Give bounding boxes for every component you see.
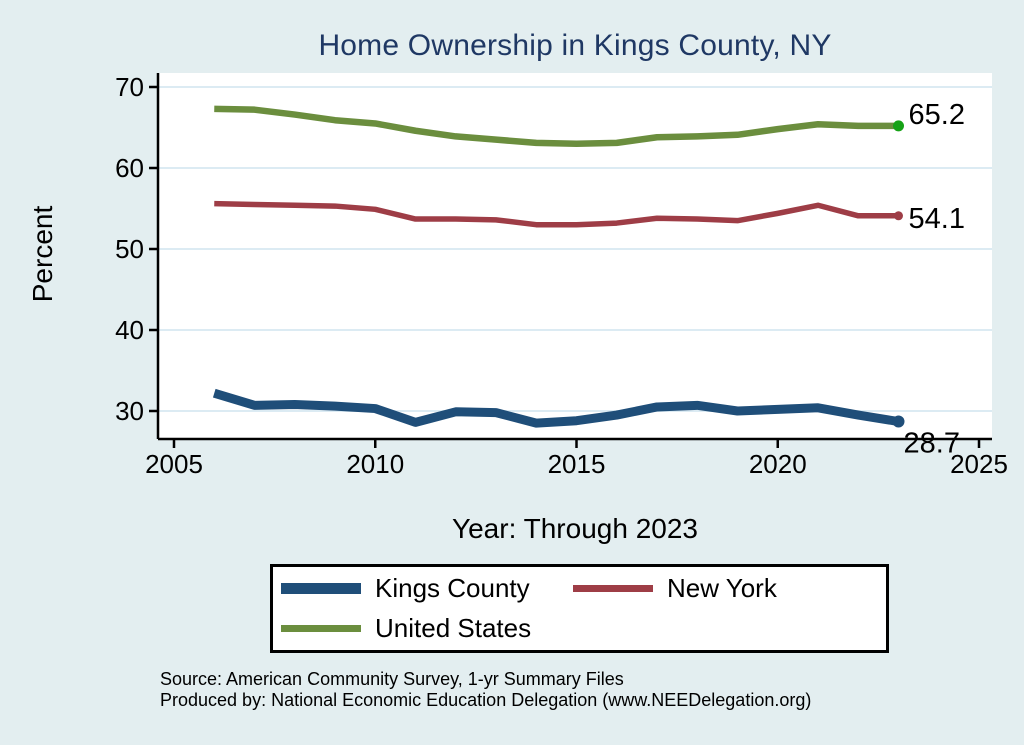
series-end-marker xyxy=(894,211,903,221)
legend: Kings County New York United States xyxy=(270,564,889,653)
series-end-marker xyxy=(892,415,905,428)
legend-item-kings-county: Kings County xyxy=(281,573,573,604)
chart-title: Home Ownership in Kings County, NY xyxy=(318,29,832,62)
svg-text:40: 40 xyxy=(115,315,144,345)
end-value-label: 28.7 xyxy=(904,428,960,460)
plot-background xyxy=(158,73,992,439)
axes xyxy=(156,73,992,441)
kings-county-line-swatch xyxy=(281,583,361,595)
series-new-york: 54.1 xyxy=(214,200,965,235)
source-note: Source: American Community Survey, 1-yr … xyxy=(160,669,811,711)
svg-text:2020: 2020 xyxy=(749,449,807,479)
legend-label-united-states: United States xyxy=(375,612,532,643)
new-york-line-swatch xyxy=(573,585,653,593)
series-united-states: 65.2 xyxy=(214,99,965,147)
produced-by-line: Produced by: National Economic Education… xyxy=(160,690,812,710)
svg-text:2015: 2015 xyxy=(548,449,606,479)
legend-item-united-states: United States xyxy=(281,613,573,644)
svg-text:2025: 2025 xyxy=(950,449,1008,479)
series-end-marker xyxy=(893,120,904,132)
tick-labels: 30 40 50 60 70 2005 2010 2015 2020 2025 xyxy=(115,72,1008,479)
gridlines xyxy=(158,86,992,412)
source-line: Source: American Community Survey, 1-yr … xyxy=(160,669,624,689)
svg-text:2005: 2005 xyxy=(145,449,203,479)
svg-text:30: 30 xyxy=(115,396,144,426)
svg-text:2010: 2010 xyxy=(346,449,404,479)
end-value-label: 54.1 xyxy=(909,203,965,235)
series-kings-county: 28.7 xyxy=(212,388,960,460)
x-axis-title: Year: Through 2023 xyxy=(452,513,698,544)
svg-text:60: 60 xyxy=(115,153,144,183)
legend-label-new-york: New York xyxy=(667,573,777,604)
legend-item-new-york: New York xyxy=(573,573,886,604)
legend-label-kings-county: Kings County xyxy=(375,573,530,604)
end-value-label: 65.2 xyxy=(909,99,965,131)
svg-text:50: 50 xyxy=(115,234,144,264)
united-states-line-swatch xyxy=(281,624,361,632)
svg-text:70: 70 xyxy=(115,72,144,102)
